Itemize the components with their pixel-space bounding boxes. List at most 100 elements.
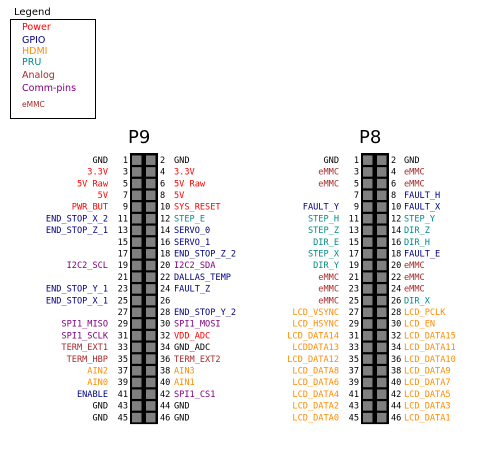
- pin-p9-31: [132, 330, 142, 341]
- pin-number-p9-24: 24: [160, 285, 170, 295]
- pin-p8-18: [377, 249, 387, 259]
- pin-label-p8-15: DIR_E: [313, 238, 339, 248]
- pin-p9-36: [146, 354, 156, 364]
- pin-number-p9-34: 34: [160, 343, 170, 353]
- pin-p9-11: [132, 213, 142, 224]
- pin-number-p8-24: 24: [391, 285, 401, 295]
- pin-label-p9-9: PWR_BUT: [72, 203, 108, 213]
- pin-label-p8-36: LCD_DATA10: [404, 355, 456, 365]
- pin-p8-6: [377, 178, 387, 189]
- pin-number-p9-13: 13: [118, 226, 128, 236]
- pin-number-p9-9: 9: [123, 203, 128, 213]
- pin-label-p8-41: LCD_DATA4: [292, 390, 339, 400]
- pin-p9-45: [132, 412, 142, 423]
- pin-number-p8-11: 11: [349, 214, 359, 224]
- pin-p9-8: [146, 190, 156, 201]
- pin-number-p8-36: 36: [391, 355, 401, 365]
- pin-p9-40: [146, 377, 156, 388]
- pin-p9-13: [132, 225, 142, 236]
- pin-number-p9-43: 43: [118, 402, 128, 412]
- pin-p9-38: [146, 366, 156, 376]
- pin-number-p8-21: 21: [349, 273, 359, 283]
- pin-label-p9-40: AIN1: [174, 378, 195, 388]
- pin-number-p8-40: 40: [391, 378, 401, 388]
- pin-label-p9-12: STEP_E: [174, 214, 205, 224]
- pin-label-p8-37: LCD_DATA8: [292, 366, 339, 376]
- legend-item-hdmi: HDMI: [22, 46, 48, 57]
- pin-number-p9-32: 32: [160, 331, 170, 341]
- pin-p8-27: [363, 307, 373, 318]
- pin-p8-13: [363, 225, 373, 236]
- pin-p8-36: [377, 354, 387, 364]
- pin-label-p8-24: eMMC: [404, 285, 425, 295]
- pin-p9-25: [132, 295, 142, 306]
- pin-label-p9-34: GND_ADC: [174, 343, 210, 353]
- pin-p9-22: [146, 272, 156, 282]
- legend-title: Legend: [14, 7, 51, 18]
- pin-p8-34: [377, 342, 387, 353]
- pin-number-p9-3: 3: [123, 168, 128, 178]
- pin-label-p9-22: DALLAS_TEMP: [174, 273, 231, 283]
- pin-label-p9-30: SPI1_MOSI: [174, 320, 221, 330]
- pin-number-p9-21: 21: [118, 273, 128, 283]
- pin-number-p8-43: 43: [349, 402, 359, 412]
- pin-label-p9-25: END_STOP_X_1: [46, 296, 108, 306]
- pin-label-p8-26: DIR_X: [404, 296, 431, 306]
- pin-p8-24: [377, 284, 387, 294]
- pin-number-p8-39: 39: [349, 378, 359, 388]
- pin-label-p9-28: END_STOP_Y_2: [174, 308, 236, 318]
- pin-p9-3: [132, 167, 142, 177]
- pin-p9-5: [132, 178, 142, 189]
- pin-number-p9-5: 5: [123, 179, 128, 189]
- pin-p8-40: [377, 377, 387, 388]
- pin-number-p8-13: 13: [349, 226, 359, 236]
- pin-label-p9-16: SERVO_1: [174, 238, 210, 248]
- pin-number-p8-12: 12: [391, 214, 401, 224]
- pin-p8-5: [363, 178, 373, 189]
- pin-p8-2: [377, 155, 387, 165]
- legend-item-pru: PRU: [22, 57, 42, 68]
- pin-number-p9-10: 10: [160, 203, 170, 213]
- pin-label-p8-27: LCD_VSYNC: [292, 308, 339, 318]
- pin-p8-39: [363, 377, 373, 388]
- pin-p8-21: [363, 272, 373, 282]
- pin-p8-32: [377, 330, 387, 341]
- pin-label-p9-8: 5V: [174, 191, 184, 201]
- pin-label-p8-16: DIR_H: [404, 238, 430, 248]
- pin-label-p9-20: I2C2_SDA: [174, 261, 216, 271]
- pin-p9-12: [146, 213, 156, 224]
- pin-label-p9-46: GND: [174, 413, 190, 423]
- legend-item-power: Power: [22, 22, 51, 33]
- pin-label-p8-20: eMMC: [404, 261, 425, 271]
- pin-p8-22: [377, 272, 387, 282]
- pin-label-p9-45: GND: [92, 413, 108, 423]
- pin-number-p8-5: 5: [354, 179, 359, 189]
- pin-p9-14: [146, 225, 156, 236]
- pin-number-p8-26: 26: [391, 296, 401, 306]
- pin-label-p8-5: eMMC: [318, 179, 339, 189]
- pin-number-p9-17: 17: [118, 249, 128, 259]
- legend-box: Power GPIO HDMI PRU Analog Comm-pins eMM…: [10, 19, 96, 119]
- pin-number-p9-15: 15: [118, 238, 128, 248]
- pin-label-p8-25: eMMC: [318, 296, 339, 306]
- pin-number-p8-37: 37: [349, 366, 359, 376]
- pin-number-p9-16: 16: [160, 238, 170, 248]
- pin-label-p9-35: TERM_HBP: [67, 355, 108, 365]
- pin-label-p9-3: 3.3V: [87, 168, 108, 178]
- pin-label-p9-14: SERVO_0: [174, 226, 210, 236]
- pin-number-p8-33: 33: [349, 343, 359, 353]
- pin-label-p8-40: LCD_DATA7: [404, 378, 451, 388]
- pin-p9-27: [132, 307, 142, 318]
- pin-number-p8-15: 15: [349, 238, 359, 248]
- pin-p9-1: [132, 155, 142, 165]
- pin-label-p9-2: GND: [174, 156, 190, 166]
- pin-label-p8-13: STEP_Z: [308, 226, 339, 236]
- pin-label-p9-24: FAULT_Z: [174, 285, 210, 295]
- pin-label-p9-39: AIN0: [87, 378, 108, 388]
- pin-p8-26: [377, 295, 387, 306]
- pin-number-p9-11: 11: [118, 214, 128, 224]
- pin-p8-42: [377, 389, 387, 399]
- pin-label-p8-6: eMMC: [404, 179, 425, 189]
- pin-label-p9-33: TERM_EXT1: [61, 343, 108, 353]
